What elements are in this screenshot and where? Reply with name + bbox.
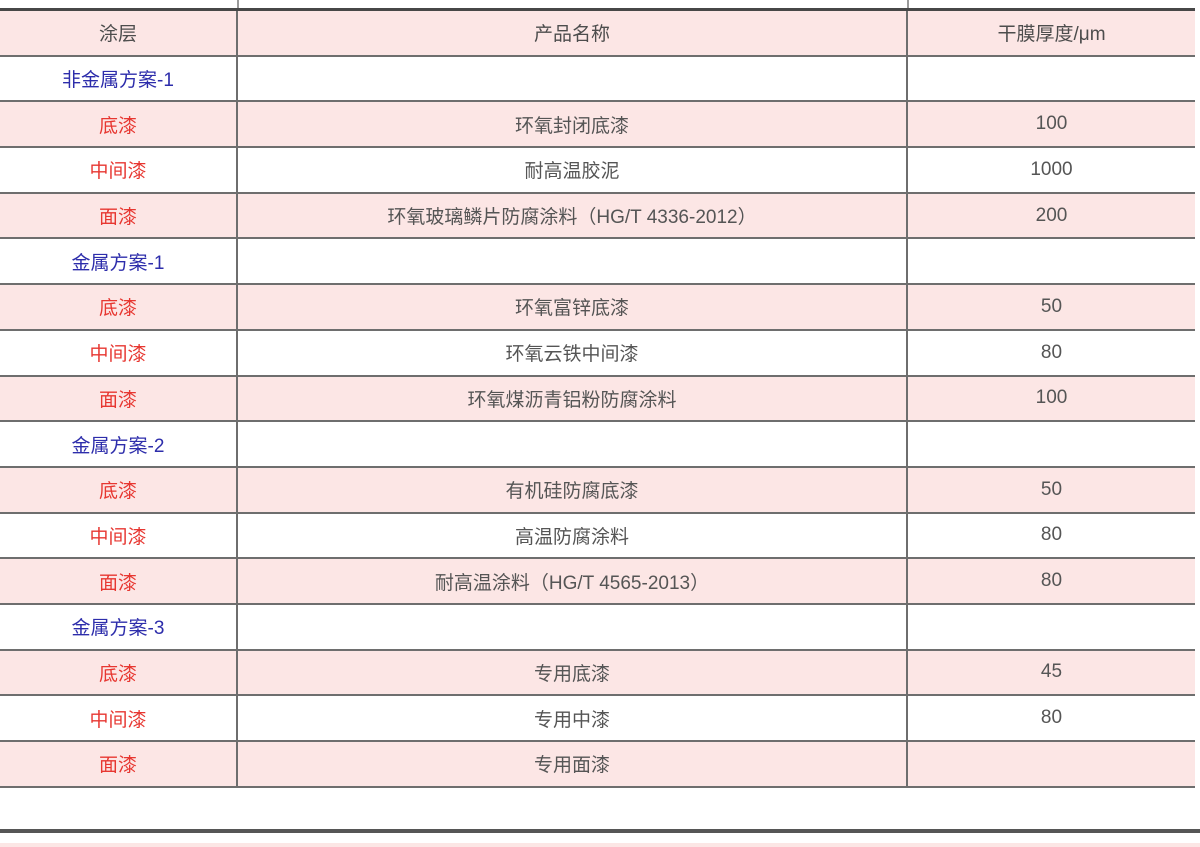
table-row-section: 金属方案-1 [0, 239, 1195, 286]
product-cell: 环氧云铁中间漆 [238, 330, 908, 375]
thickness-cell: 100 [1035, 113, 1068, 135]
table-row-section: 金属方案-3 [0, 604, 1195, 651]
layer-cell: 中间漆 [0, 330, 238, 375]
thickness-cell [908, 742, 1195, 786]
table-row: 面漆 环氧玻璃鳞片防腐涂料（HG/T 4336-2012） 200 [0, 193, 1195, 240]
product-cell: 专用中漆 [238, 696, 908, 740]
product-cell: 环氧封闭底漆 [238, 102, 908, 147]
thickness-cell: 80 [1040, 524, 1063, 546]
section-cell: 金属方案-2 [0, 422, 238, 466]
thickness-cell [908, 239, 1195, 283]
layer-cell: 中间漆 [0, 513, 238, 558]
thickness-cell [908, 605, 1195, 649]
thickness-cell: 50 [1040, 478, 1063, 500]
product-cell [238, 239, 908, 284]
header-dry-film-thickness: 干膜厚度/μm [997, 24, 1106, 46]
product-cell: 专用面漆 [238, 742, 908, 786]
bottom-separator-rule [0, 829, 1200, 833]
layer-cell: 底漆 [0, 650, 238, 695]
header-coating-layer: 涂层 [0, 11, 238, 55]
table-row: 底漆 环氧富锌底漆 50 [0, 285, 1195, 331]
table-row: 中间漆 耐高温胶泥 1000 [0, 148, 1195, 194]
column-divider-stub [907, 0, 909, 8]
table-row: 面漆 专用面漆 [0, 742, 1195, 788]
layer-cell: 中间漆 [0, 148, 238, 192]
table-row: 面漆 耐高温涂料（HG/T 4565-2013） 80 [0, 559, 1195, 605]
thickness-cell [908, 422, 1195, 466]
product-cell [238, 56, 908, 101]
thickness-cell: 45 [1040, 661, 1063, 683]
product-cell: 环氧煤沥青铝粉防腐涂料 [238, 376, 908, 421]
layer-cell: 中间漆 [0, 696, 238, 740]
layer-cell: 面漆 [0, 559, 238, 603]
table-row: 面漆 环氧煤沥青铝粉防腐涂料 100 [0, 376, 1195, 423]
section-cell: 金属方案-3 [0, 604, 238, 649]
thickness-cell: 80 [1040, 570, 1063, 592]
layer-cell: 面漆 [0, 193, 238, 238]
table-row: 中间漆 环氧云铁中间漆 80 [0, 330, 1195, 377]
thickness-cell: 200 [1035, 204, 1068, 226]
layer-cell: 底漆 [0, 102, 238, 147]
thickness-cell: 80 [1040, 341, 1063, 363]
layer-cell: 面漆 [0, 742, 238, 786]
table-row: 中间漆 高温防腐涂料 80 [0, 513, 1195, 560]
table-row: 底漆 专用底漆 45 [0, 650, 1195, 697]
product-cell: 有机硅防腐底漆 [238, 467, 908, 512]
header-product-name: 产品名称 [238, 11, 908, 55]
column-divider-stub [237, 0, 239, 8]
product-cell: 环氧富锌底漆 [238, 285, 908, 329]
table-row-section: 金属方案-2 [0, 422, 1195, 468]
thickness-cell: 80 [1040, 707, 1063, 729]
product-cell [238, 422, 908, 466]
table-row: 底漆 环氧封闭底漆 100 [0, 102, 1195, 149]
table-row-section: 非金属方案-1 [0, 56, 1195, 103]
product-cell: 高温防腐涂料 [238, 513, 908, 558]
product-cell: 环氧玻璃鳞片防腐涂料（HG/T 4336-2012） [238, 193, 908, 238]
layer-cell: 底漆 [0, 285, 238, 329]
table-row: 中间漆 专用中漆 80 [0, 696, 1195, 742]
product-cell: 耐高温胶泥 [238, 148, 908, 192]
cropped-bottom-strip [0, 843, 1200, 847]
product-cell: 耐高温涂料（HG/T 4565-2013） [238, 559, 908, 603]
thickness-cell [908, 57, 1195, 101]
cropped-top-strip [0, 0, 1195, 8]
product-cell: 专用底漆 [238, 650, 908, 695]
table-header-row: 涂层 产品名称 干膜厚度/μm [0, 11, 1195, 57]
section-cell: 金属方案-1 [0, 239, 238, 284]
table-row: 底漆 有机硅防腐底漆 50 [0, 467, 1195, 514]
section-cell: 非金属方案-1 [0, 56, 238, 101]
layer-cell: 底漆 [0, 467, 238, 512]
coating-scheme-table: 涂层 产品名称 干膜厚度/μm 非金属方案-1 底漆 环氧封闭底漆 100 中间… [0, 8, 1195, 788]
thickness-cell: 100 [1035, 387, 1068, 409]
thickness-cell: 1000 [1030, 158, 1073, 180]
thickness-cell: 50 [1040, 295, 1063, 317]
layer-cell: 面漆 [0, 376, 238, 421]
product-cell [238, 604, 908, 649]
